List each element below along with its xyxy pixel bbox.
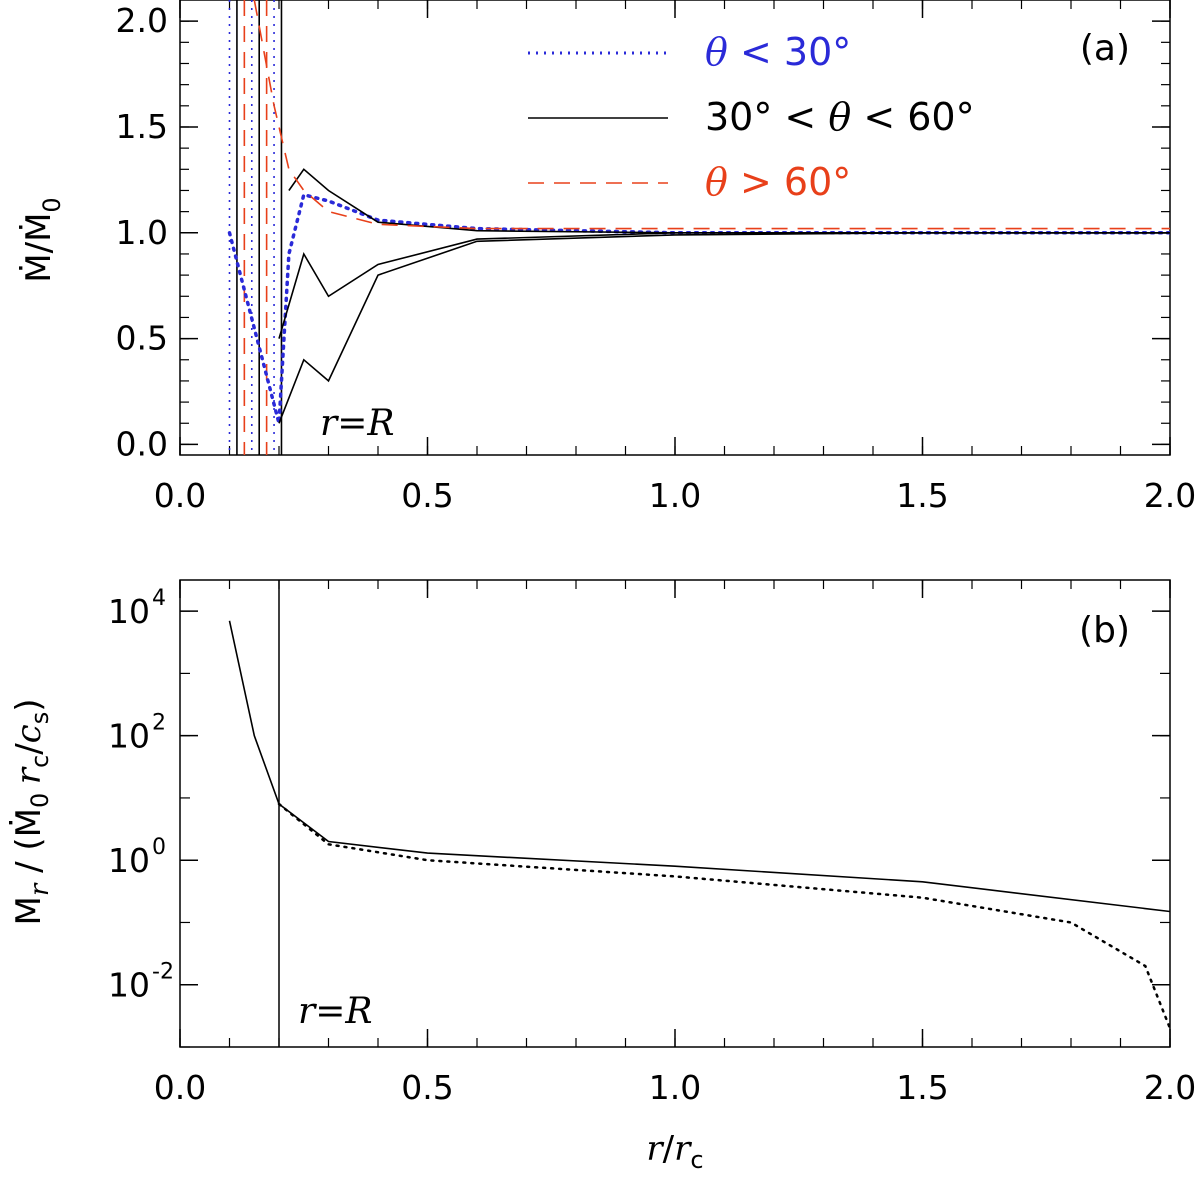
- a-series-clip: [227, 0, 1170, 455]
- b-series-solid: [228, 620, 1170, 913]
- a-series-red: [253, 0, 1170, 230]
- panel-b-label: (b): [1079, 610, 1130, 651]
- panel-a-series: [227, 0, 1170, 455]
- b-series-clip: [228, 580, 1170, 1047]
- panel-b-series: [228, 580, 1170, 1047]
- panel-a-legend: θ < 30° 30° < θ < 60° θ > 60°: [528, 30, 975, 204]
- a-ytick-label: 0.5: [116, 319, 168, 358]
- a-series-black: [278, 232, 1170, 424]
- panel-b-ylabel: Mr / (Ṁ0 rc/cs): [9, 699, 55, 926]
- panel-a-annotation: r=R: [320, 403, 394, 444]
- panel-a: 0.0 0.5 1.0 1.5 2.0 0.0 0.5 1.0 1.5 2.0 θ < 30° 30…: [19, 0, 1196, 515]
- b-xtick-label: 0.0: [154, 1068, 206, 1107]
- b-ytick-label: 10: [108, 717, 150, 756]
- panel-b-annotation: r=R: [298, 991, 372, 1032]
- b-ytick-exponent: 4: [152, 586, 166, 611]
- b-series-dotted: [277, 802, 1170, 1030]
- a-ytick-label: 1.0: [116, 213, 168, 252]
- a-ytick-label: 0.0: [116, 424, 168, 463]
- b-xtick-label: 2.0: [1144, 1068, 1196, 1107]
- panel-b-xlabel: r/rc: [646, 1129, 703, 1173]
- a-series-blue: [227, 192, 1170, 424]
- a-xtick-label: 0.0: [154, 476, 206, 515]
- b-xtick-label: 1.0: [649, 1068, 701, 1107]
- a-series-black: [278, 232, 1170, 339]
- a-xtick-label: 2.0: [1144, 476, 1196, 515]
- a-ytick-label: 1.5: [116, 107, 168, 146]
- b-ytick-label: 10: [108, 841, 150, 880]
- a-xtick-label: 0.5: [401, 476, 453, 515]
- b-ytick-exponent: 2: [152, 711, 166, 736]
- legend-text-red: θ > 60°: [705, 160, 851, 204]
- panel-b-frame: [179, 579, 1171, 1048]
- b-ytick-exponent: 0: [152, 835, 166, 860]
- panel-a-ticks: 0.0 0.5 1.0 1.5 2.0 0.0 0.5 1.0 1.5 2.0: [116, 0, 1196, 515]
- b-xtick-label: 0.5: [401, 1068, 453, 1107]
- a-xtick-label: 1.0: [649, 476, 701, 515]
- panel-a-label: (a): [1080, 28, 1130, 69]
- panel-a-frame: [179, 0, 1171, 456]
- a-ytick-label: 2.0: [116, 1, 168, 40]
- legend-text-blue: θ < 30°: [705, 30, 851, 74]
- b-ytick-exponent: -2: [152, 960, 174, 985]
- a-series-black: [288, 168, 1170, 234]
- b-ytick-label: 10: [108, 592, 150, 631]
- b-ytick-label: 10: [108, 966, 150, 1005]
- legend-text-black: 30° < θ < 60°: [705, 95, 975, 139]
- panel-a-ylabel: Ṁ/Ṁ0: [19, 197, 66, 282]
- a-xtick-label: 1.5: [896, 476, 948, 515]
- b-xtick-label: 1.5: [896, 1068, 948, 1107]
